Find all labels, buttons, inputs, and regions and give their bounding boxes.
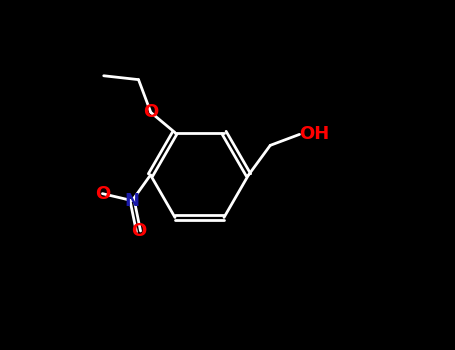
Text: O: O <box>95 185 110 203</box>
Text: O: O <box>131 223 146 240</box>
Text: O: O <box>143 103 158 121</box>
Text: N: N <box>125 192 140 210</box>
Text: OH: OH <box>299 125 330 144</box>
